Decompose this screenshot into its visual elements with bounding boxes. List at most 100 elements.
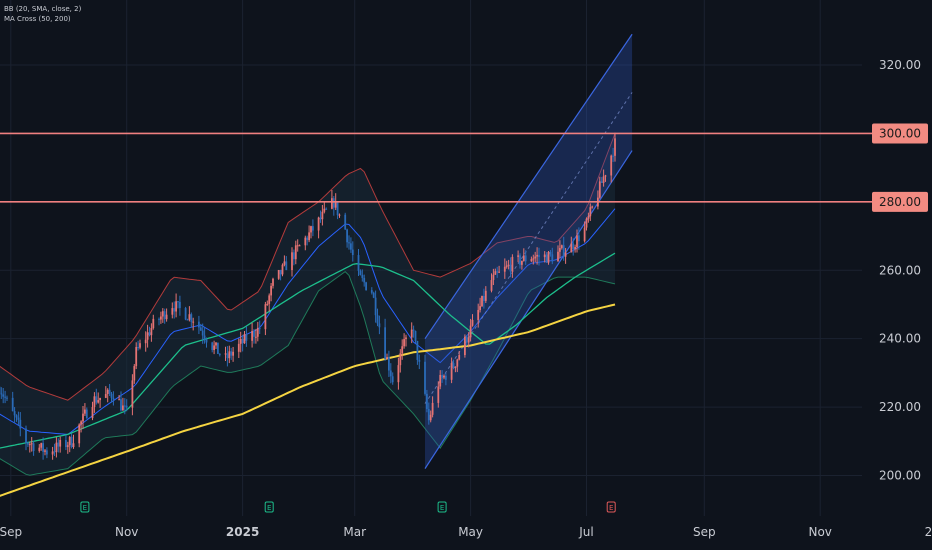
candle-body (57, 442, 60, 447)
ma-legend-label[interactable]: MA Cross (50, 200) (4, 15, 71, 23)
candle-body (564, 252, 567, 257)
candle-body (224, 353, 227, 355)
candle-body (13, 411, 16, 416)
candle-body (160, 316, 162, 320)
candle-body (201, 330, 204, 336)
candle-body (93, 396, 96, 408)
x-tick-label: Nov (808, 525, 831, 539)
candle-body (589, 207, 592, 217)
candle-body (511, 256, 514, 272)
candle-body (131, 380, 134, 408)
candle-body (152, 318, 155, 329)
candle-body (370, 290, 373, 293)
candle-body (264, 304, 267, 330)
candle-body (255, 336, 257, 338)
candle-body (285, 261, 288, 271)
candle-body (312, 226, 314, 231)
candle-body (384, 327, 386, 360)
candle-body (268, 295, 271, 304)
candle-body (306, 237, 309, 241)
level-price-tag (872, 123, 928, 144)
candle-body (530, 259, 533, 262)
candle-body (218, 353, 221, 355)
y-tick-label: 220.00 (879, 400, 921, 414)
candle-body (469, 325, 472, 338)
x-tick-label: Jul (578, 525, 593, 539)
candle-body (585, 218, 588, 228)
candle-body (350, 243, 352, 250)
earnings-marker-label: E (83, 504, 87, 512)
candle-body (190, 314, 193, 322)
candle-body (122, 405, 124, 411)
candle-body (32, 443, 35, 452)
candle-body (570, 243, 573, 253)
candle-body (46, 450, 48, 455)
candle-body (391, 376, 394, 383)
candle-body (545, 254, 548, 263)
candles-layer (0, 132, 616, 460)
candle-body (277, 269, 280, 279)
candle-body (443, 375, 445, 378)
candle-body (559, 248, 561, 252)
candle-body (365, 282, 367, 291)
candle-body (310, 226, 312, 233)
candle-body (458, 355, 461, 360)
bb-lower-line (0, 270, 616, 476)
candle-body (108, 389, 111, 394)
candle-body (441, 374, 443, 378)
earnings-marker[interactable]: E (437, 501, 447, 513)
candle-body (304, 237, 307, 246)
candle-body (38, 447, 41, 452)
candle-body (161, 311, 164, 317)
candle-body (538, 254, 540, 258)
candle-body (40, 443, 43, 448)
candle-body (614, 138, 616, 156)
candle-body (431, 402, 434, 415)
y-tick-label: 320.00 (879, 58, 921, 72)
candle-body (17, 417, 20, 420)
candle-body (226, 353, 229, 359)
candle-body (547, 251, 550, 263)
candle-body (492, 274, 495, 281)
candle-body (44, 450, 46, 452)
candle-body (70, 436, 73, 448)
candle-body (439, 374, 442, 387)
earnings-marker[interactable]: E (264, 501, 274, 513)
candle-body (84, 409, 86, 414)
candle-body (82, 413, 84, 422)
earnings-marker[interactable]: E (80, 501, 90, 513)
candle-body (578, 235, 580, 242)
candle-body (97, 400, 100, 403)
candle-body (215, 342, 217, 346)
candle-body (279, 269, 282, 275)
candle-body (179, 301, 181, 309)
candle-body (363, 277, 366, 283)
candle-body (386, 357, 388, 360)
candle-body (28, 444, 31, 446)
candle-body (165, 314, 168, 320)
candle-body (150, 328, 153, 336)
ma50-line (0, 252, 616, 449)
indicator-legend: BB (20, SMA, close, 2) MA Cross (50, 200… (4, 4, 81, 24)
earnings-marker[interactable]: E (606, 501, 616, 513)
candle-body (144, 339, 147, 344)
candle-body (6, 397, 8, 399)
candle-body (465, 336, 468, 343)
bb-upper-line (0, 133, 616, 401)
candle-body (357, 255, 360, 271)
level-price-label: 280.00 (879, 195, 921, 209)
candle-body (91, 407, 94, 419)
candle-body (437, 386, 440, 403)
candle-body (479, 306, 481, 310)
candle-body (272, 278, 274, 286)
candle-body (217, 342, 219, 354)
candle-body (27, 443, 29, 445)
candle-body (232, 351, 234, 356)
candle-body (522, 255, 525, 261)
candle-body (549, 251, 552, 255)
candle-body (253, 331, 255, 337)
bb-legend-label[interactable]: BB (20, SMA, close, 2) (4, 5, 82, 13)
candle-body (163, 311, 166, 320)
candle-body (397, 365, 400, 383)
